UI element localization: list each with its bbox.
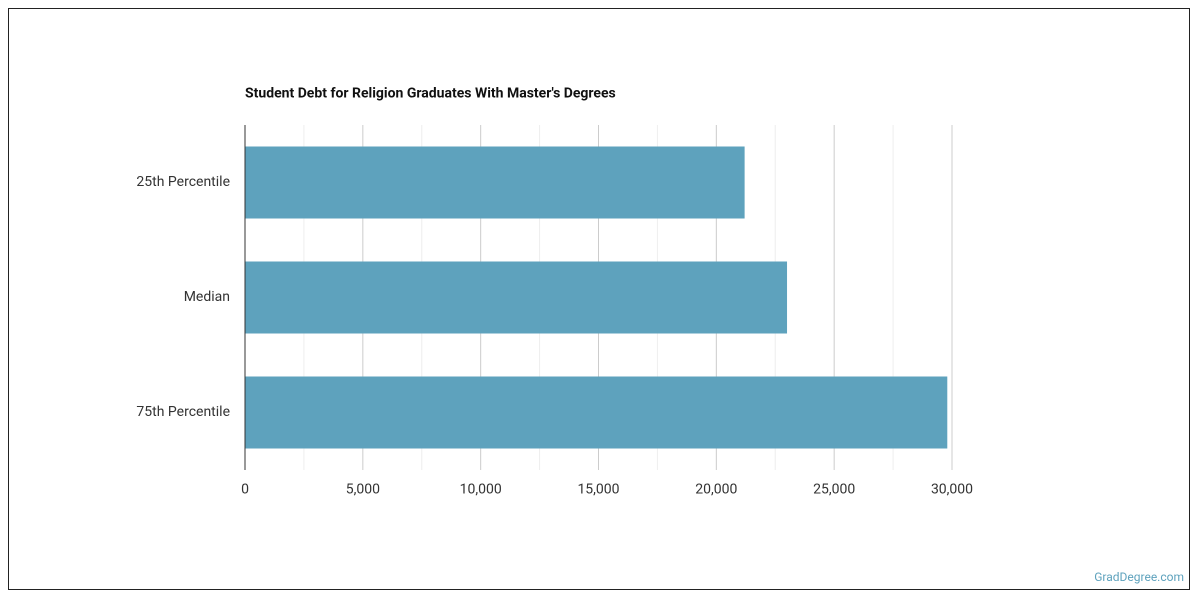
- bar: [245, 376, 948, 449]
- chart-title: Student Debt for Religion Graduates With…: [245, 86, 616, 102]
- x-tick-label: 0: [241, 482, 249, 498]
- x-tick-label: 30,000: [931, 482, 973, 498]
- source: GradDegree.com: [1094, 570, 1184, 584]
- y-tick-label: 75th Percentile: [136, 404, 230, 420]
- x-tick-label: 25,000: [813, 482, 855, 498]
- y-tick-label: Median: [184, 289, 230, 305]
- y-tick-label: 25th Percentile: [136, 174, 230, 190]
- bar: [245, 146, 745, 219]
- x-tick-label: 5,000: [346, 482, 380, 498]
- frame: [8, 8, 1190, 590]
- x-tick-label: 20,000: [695, 482, 737, 498]
- x-tick-label: 10,000: [460, 482, 502, 498]
- x-tick-label: 15,000: [577, 482, 619, 498]
- bar: [245, 261, 788, 334]
